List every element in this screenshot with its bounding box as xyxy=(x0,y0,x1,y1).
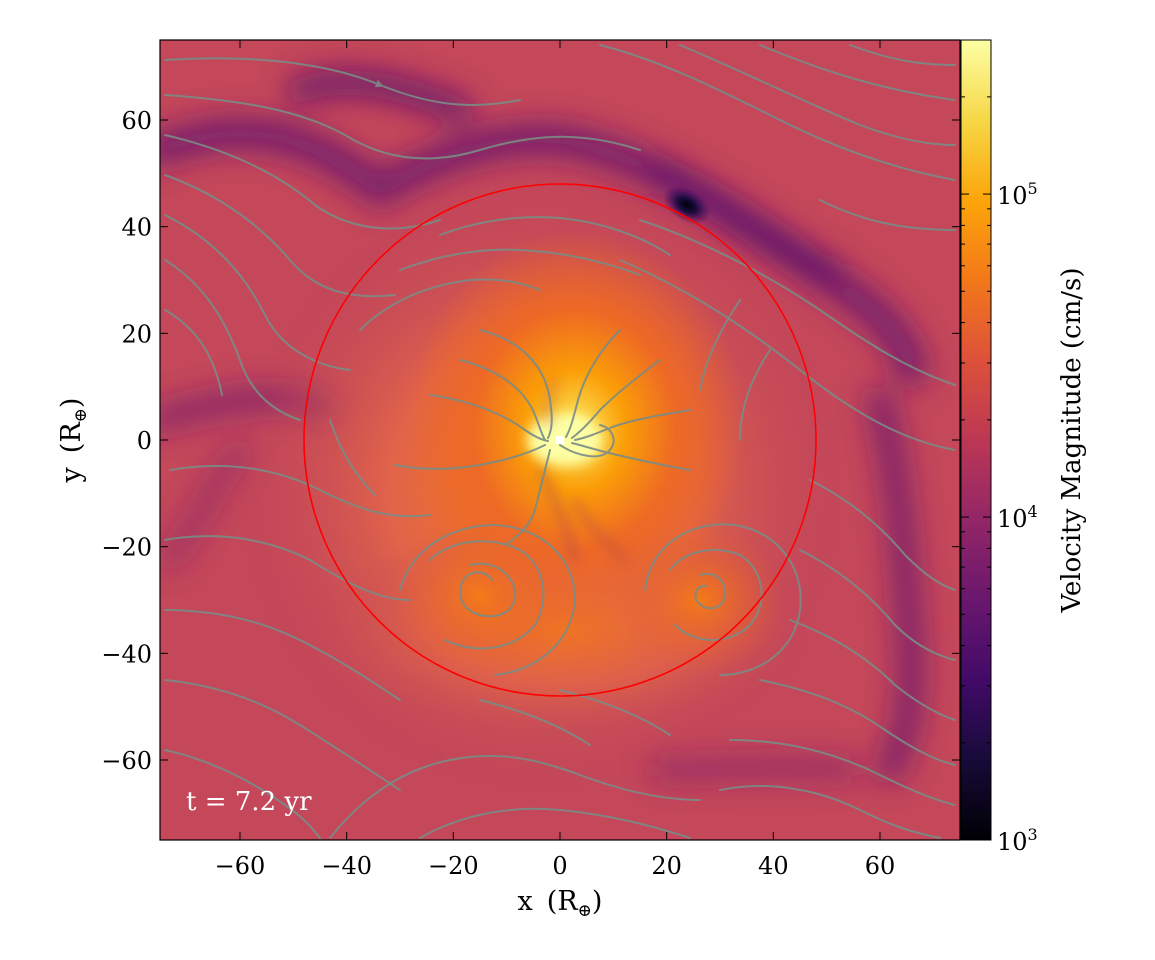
y-tick-label: −60 xyxy=(101,747,152,775)
y-tick-label: −20 xyxy=(101,534,152,562)
y-axis-title: y(R⊕) xyxy=(56,398,91,484)
colorbar-tick-label: 103 xyxy=(997,825,1038,856)
y-tick-label: 40 xyxy=(121,214,152,242)
central-object xyxy=(556,436,564,444)
x-tick-label: 60 xyxy=(865,852,896,880)
x-ticks: −60 −40 −20 0 20 40 60 xyxy=(215,40,896,880)
heatmap xyxy=(160,40,960,840)
y-tick-label: 0 xyxy=(137,427,152,455)
orbit-circle xyxy=(303,183,817,697)
colorbar-tick-label: 105 xyxy=(997,179,1038,210)
y-tick-label: 60 xyxy=(121,107,152,135)
colorbar-title: Velocity Magnitude (cm/s) xyxy=(1057,268,1087,614)
x-tick-label: −40 xyxy=(321,852,372,880)
x-tick-label: 20 xyxy=(651,852,682,880)
x-tick-label: 40 xyxy=(758,852,789,880)
y-tick-label: 20 xyxy=(121,320,152,348)
colorbar-tick-label: 104 xyxy=(997,502,1038,533)
y-tick-label: −40 xyxy=(101,640,152,668)
x-tick-label: −60 xyxy=(215,852,266,880)
x-tick-label: 0 xyxy=(552,852,567,880)
colorbar xyxy=(960,39,992,841)
x-tick-label: −20 xyxy=(428,852,479,880)
x-axis-title: x (R⊕) xyxy=(518,886,603,921)
time-annotation: t = 7.2 yr xyxy=(186,787,312,817)
low-velocity-spot xyxy=(663,186,711,224)
shear-structures xyxy=(537,378,628,563)
colorbar-ticks: 103 104 105 xyxy=(961,39,1038,856)
y-ticks: 60 40 20 0 −20 −40 −60 xyxy=(101,107,960,775)
streamlines xyxy=(164,44,956,839)
